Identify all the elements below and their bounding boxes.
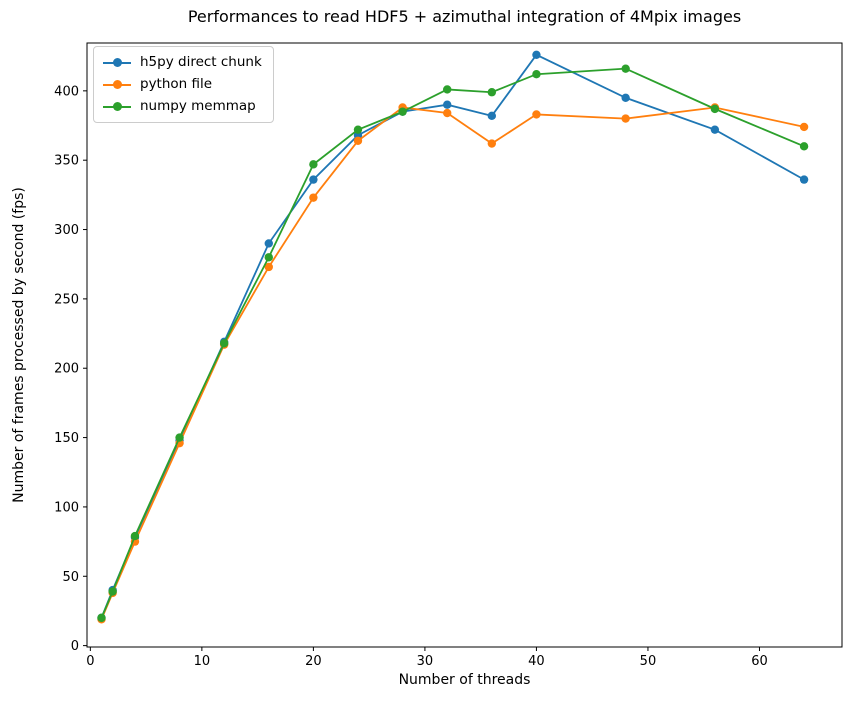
- x-tick-label: 10: [194, 654, 211, 669]
- y-tick-label: 200: [54, 362, 79, 377]
- legend-line-marker-icon: [103, 80, 131, 89]
- legend-label: h5py direct chunk: [140, 54, 262, 70]
- data-point-marker: [130, 531, 140, 541]
- x-axis-label: Number of threads: [398, 672, 531, 688]
- data-point-marker: [108, 587, 117, 596]
- y-tick-label: 350: [54, 154, 79, 169]
- data-point-marker: [487, 88, 497, 97]
- x-tick-label: 0: [86, 654, 94, 669]
- legend-line-marker-icon: [103, 58, 131, 67]
- data-point-marker: [309, 160, 318, 169]
- data-point-marker: [309, 193, 318, 202]
- y-tick-label: 100: [54, 500, 79, 515]
- data-point-marker: [443, 85, 452, 94]
- data-point-marker: [621, 64, 630, 73]
- x-tick-label: 50: [640, 654, 657, 669]
- legend-label: numpy memmap: [140, 98, 256, 114]
- data-point-marker: [487, 111, 497, 121]
- data-point-marker: [443, 100, 452, 109]
- data-point-marker: [97, 613, 106, 623]
- x-tick-label: 60: [751, 654, 768, 669]
- y-tick-label: 0: [71, 639, 79, 654]
- data-point-marker: [621, 114, 630, 123]
- x-tick-label: 30: [417, 654, 434, 669]
- x-tick-label: 20: [305, 654, 322, 669]
- data-point-marker: [353, 125, 363, 134]
- legend-item-h5py-direct-chunk: h5py direct chunk: [103, 54, 262, 71]
- data-point-marker: [264, 253, 273, 262]
- y-tick-label: 250: [54, 292, 79, 307]
- legend-item-numpy-memmap: numpy memmap: [103, 98, 262, 115]
- data-point-marker: [799, 142, 809, 151]
- data-point-marker: [487, 139, 497, 148]
- data-point-marker: [398, 107, 407, 116]
- data-point-marker: [264, 262, 273, 272]
- data-point-marker: [621, 93, 630, 102]
- y-tick-label: 150: [54, 431, 79, 446]
- data-point-marker: [532, 110, 541, 119]
- y-tick-label: 300: [54, 223, 79, 238]
- data-point-marker: [710, 104, 720, 114]
- data-point-marker: [219, 339, 229, 348]
- y-tick-label: 50: [62, 570, 79, 585]
- series-line-1: [100, 106, 805, 620]
- data-point-marker: [443, 108, 452, 118]
- data-point-marker: [353, 136, 363, 145]
- data-point-marker: [532, 50, 541, 59]
- legend-label: python file: [140, 76, 213, 92]
- series-line-0: [100, 53, 805, 619]
- data-point-marker: [799, 122, 809, 132]
- legend-line-marker-icon: [103, 102, 131, 111]
- data-point-marker: [710, 125, 720, 134]
- data-point-marker: [532, 70, 541, 79]
- data-point-marker: [264, 239, 273, 248]
- axes-frame: [86, 42, 843, 648]
- legend: h5py direct chunk python file numpy memm…: [93, 46, 274, 123]
- data-point-marker: [799, 175, 809, 184]
- chart-title: Performances to read HDF5 + azimuthal in…: [187, 7, 742, 26]
- series-line-2: [100, 67, 805, 619]
- data-point-marker: [175, 433, 184, 442]
- legend-item-python-file: python file: [103, 76, 262, 93]
- y-tick-label: 400: [54, 84, 79, 99]
- y-axis-label: Number of frames processed by second (fp…: [11, 187, 27, 503]
- data-point-marker: [309, 175, 318, 184]
- x-tick-label: 40: [528, 654, 545, 669]
